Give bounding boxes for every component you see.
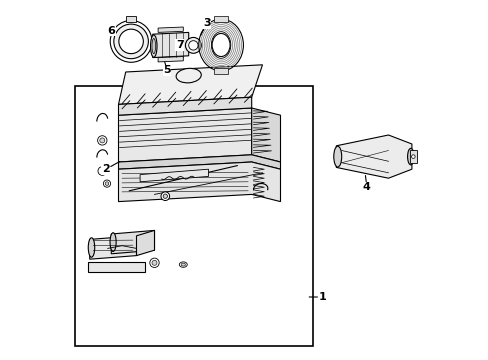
Circle shape [98,136,107,145]
Circle shape [105,182,108,185]
Bar [409,150,416,163]
Text: 4: 4 [362,182,370,192]
Ellipse shape [212,33,230,57]
Circle shape [119,29,143,54]
Ellipse shape [150,35,157,57]
Circle shape [163,194,167,198]
Bar [75,86,312,346]
Text: 5: 5 [163,65,171,75]
Polygon shape [111,230,154,254]
Text: 7: 7 [176,40,183,50]
Ellipse shape [176,68,201,83]
Polygon shape [118,97,251,115]
Text: 1: 1 [319,292,326,302]
Ellipse shape [181,263,185,266]
Ellipse shape [110,233,116,251]
Text: 2: 2 [102,164,109,174]
Circle shape [411,155,414,158]
Bar [213,68,228,74]
Circle shape [188,41,198,50]
Polygon shape [336,135,411,178]
Text: 6: 6 [107,26,115,36]
Circle shape [100,138,104,143]
Circle shape [98,167,106,175]
Polygon shape [118,155,280,169]
Polygon shape [118,108,251,162]
Circle shape [114,24,148,59]
Bar [88,262,145,272]
Polygon shape [89,236,136,259]
Ellipse shape [152,39,155,54]
Bar [125,16,136,22]
Text: 3: 3 [203,18,210,28]
Circle shape [110,21,152,62]
Polygon shape [140,169,208,182]
Ellipse shape [88,238,95,257]
Ellipse shape [407,148,413,165]
Polygon shape [118,162,280,202]
Circle shape [152,260,157,265]
Polygon shape [158,27,183,32]
Polygon shape [136,230,154,256]
Ellipse shape [333,146,341,167]
Bar [213,16,228,22]
Circle shape [185,37,201,53]
Polygon shape [158,57,183,62]
Circle shape [103,180,110,187]
Polygon shape [152,32,188,58]
Ellipse shape [179,262,187,267]
Polygon shape [251,108,280,162]
Circle shape [149,258,159,267]
Polygon shape [118,65,262,104]
Circle shape [161,192,169,201]
